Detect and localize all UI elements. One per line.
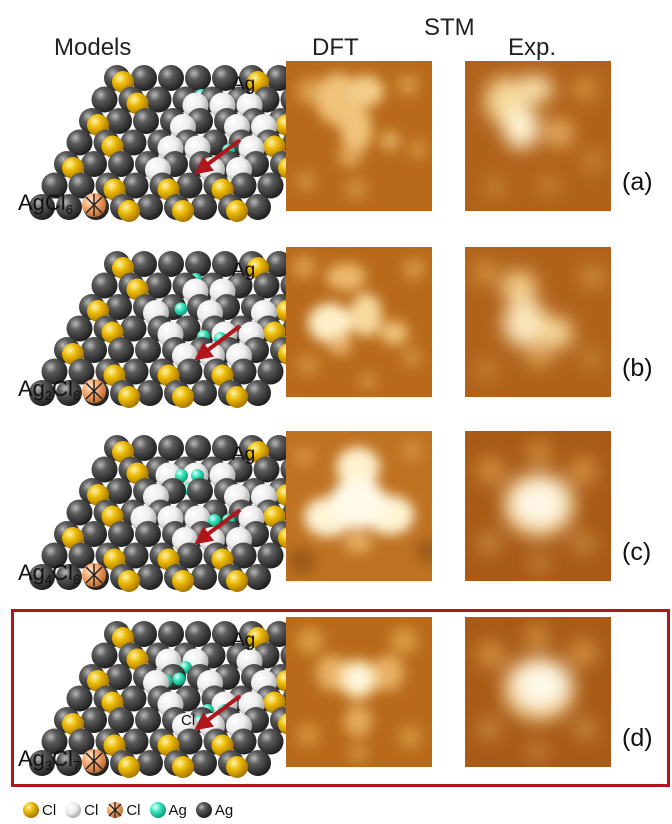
pointer-arrow: [194, 138, 242, 175]
dft-image-a: [286, 61, 432, 211]
dft-image-d: [286, 617, 432, 767]
arrow-label-b: Ag: [232, 260, 256, 281]
formula-d: Ag3Cl7: [18, 746, 81, 773]
exp-header: Exp.: [508, 34, 557, 61]
arrow-label-a: Ag: [232, 74, 256, 95]
legend-item: Ag: [195, 801, 233, 819]
dft-image-c: [286, 431, 432, 581]
highlight-box: [11, 609, 670, 787]
legend-item: Cl: [106, 801, 141, 819]
formula-c: Ag4Cl6: [18, 560, 81, 587]
legend-text: Ag: [214, 801, 234, 819]
dft-image-b: [286, 247, 432, 397]
legend-text: Ag: [168, 801, 187, 819]
arrow-label-d: Ag: [232, 630, 256, 651]
models-header: Models: [54, 34, 132, 61]
exp-image-c: [465, 431, 611, 581]
pointer-arrow: [194, 508, 242, 545]
legend-text: Cl: [84, 801, 99, 819]
model-d: [29, 621, 290, 778]
exp-image-d: [465, 617, 611, 767]
dft-header: DFT: [312, 34, 359, 61]
exp-image-a: [465, 61, 611, 211]
model-a: [29, 65, 290, 222]
legend-item: Cl: [64, 801, 98, 819]
dark-sphere-icon: [195, 802, 212, 818]
formula-b: Ag2Cl6: [18, 376, 81, 403]
white-sphere-icon: [65, 802, 82, 818]
model-b: [29, 251, 290, 408]
atom-label-d: Cl: [181, 712, 196, 729]
panel-label-b: (b): [622, 354, 653, 382]
panel-label-a: (a): [622, 168, 653, 196]
exp-image-b: [465, 247, 611, 397]
cyan-sphere-icon: [149, 802, 166, 818]
pointer-arrow: [194, 324, 242, 361]
arrow-label-c: Ag: [232, 444, 256, 465]
legend-text: Cl: [126, 801, 141, 819]
legend: Cl Cl Cl Ag Ag: [22, 800, 241, 820]
yellow-sphere-icon: [23, 802, 39, 818]
legend-text: Cl: [42, 801, 57, 819]
legend-item: Ag: [149, 801, 187, 819]
panel-label-c: (c): [622, 538, 652, 566]
formula-a: AgCl6: [18, 190, 73, 217]
legend-item: Cl: [22, 801, 56, 819]
pointer-arrow: [194, 694, 242, 731]
crossed-sphere-icon: [107, 802, 124, 818]
panel-label-d: (d): [622, 724, 653, 752]
stm-header: STM: [424, 14, 475, 41]
